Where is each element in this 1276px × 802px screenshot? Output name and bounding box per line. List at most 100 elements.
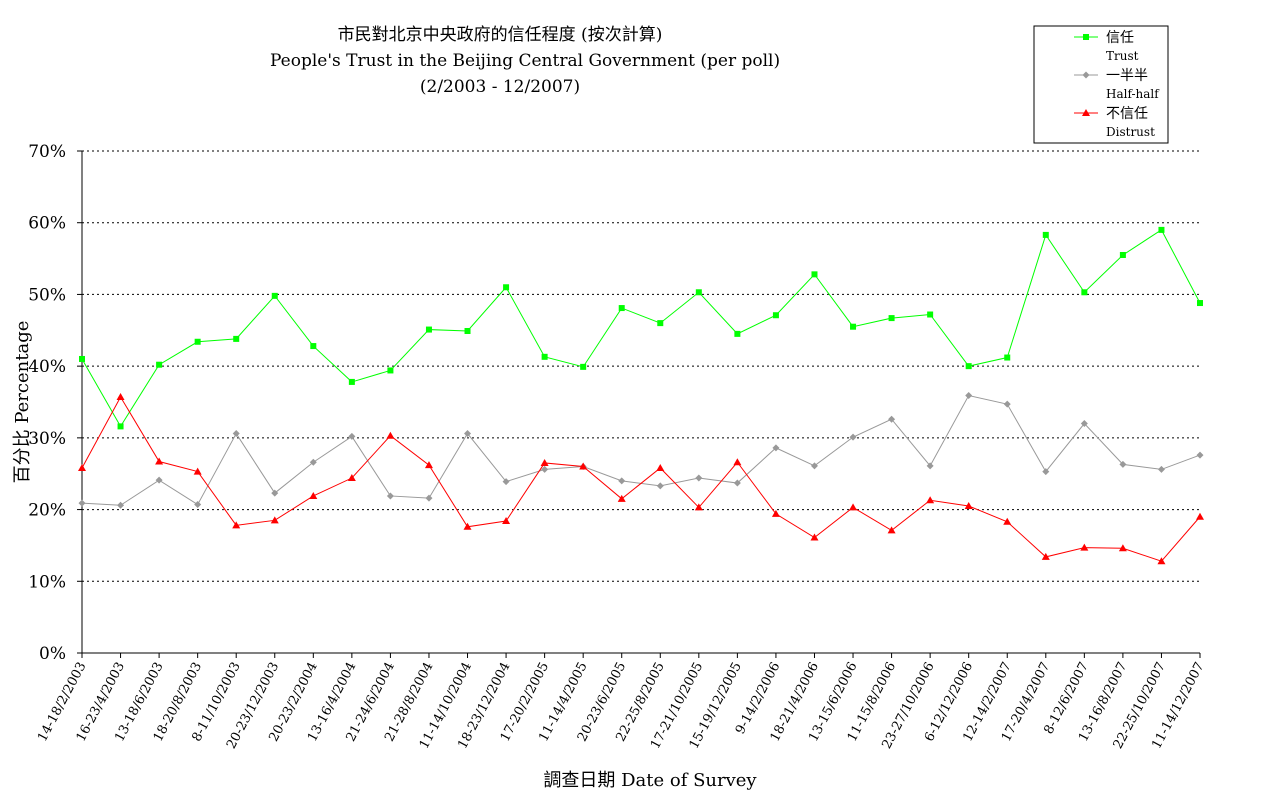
y-tick-label: 10% (28, 572, 66, 592)
y-tick-label: 40% (28, 357, 66, 377)
legend: 信任 Trust 一半半 Half-half 不信任 Distrust (1033, 25, 1169, 144)
data-point (1041, 552, 1050, 560)
data-point (1197, 300, 1203, 307)
data-point (1042, 231, 1049, 238)
data-point (656, 482, 664, 490)
series-line (81, 395, 1201, 562)
data-point (1082, 109, 1090, 116)
data-point (849, 433, 857, 441)
data-point (1003, 400, 1011, 408)
series-layer (78, 226, 1204, 565)
data-point (1119, 460, 1127, 468)
data-point (771, 509, 780, 517)
data-point (694, 503, 703, 511)
data-point (888, 415, 896, 423)
data-point (232, 521, 241, 529)
series-trust (79, 226, 1203, 430)
data-point (810, 533, 819, 541)
data-point (540, 458, 549, 466)
data-point (772, 312, 779, 319)
data-point (309, 458, 317, 466)
data-point (386, 492, 394, 500)
data-point (1083, 34, 1089, 40)
data-point (463, 522, 472, 530)
data-point (117, 501, 125, 509)
data-point (541, 353, 548, 360)
x-tick-labels: 14-18/2/200316-23/4/200313-18/6/200318-2… (35, 660, 1207, 752)
chart-title-block: 市民對北京中央政府的信任程度 (按次計算) People's Trust in … (270, 22, 781, 100)
data-point (78, 499, 86, 507)
data-point (194, 338, 201, 345)
data-point (1196, 512, 1204, 520)
data-point (347, 474, 356, 482)
chart-subtitle: People's Trust in the Beijing Central Go… (270, 51, 781, 71)
chart-period: (2/2003 - 12/2007) (419, 77, 581, 97)
legend-label: 一半半 (1106, 68, 1148, 84)
legend-label: 不信任 (1106, 106, 1148, 122)
data-point (386, 431, 395, 439)
data-point (464, 328, 471, 335)
data-point (425, 494, 433, 502)
data-point (656, 463, 665, 471)
data-point (733, 458, 742, 466)
data-point (1003, 517, 1012, 525)
data-point (503, 284, 510, 291)
data-point (580, 363, 587, 370)
data-point (309, 491, 318, 499)
data-point (464, 430, 472, 438)
data-point (810, 462, 818, 470)
data-point (1080, 543, 1089, 551)
data-point (1196, 451, 1204, 459)
y-axis-label: 百分比 Percentage (12, 321, 33, 484)
x-axis-label: 調查日期 Date of Survey (543, 770, 757, 791)
legend-label-en: Trust (1106, 49, 1139, 63)
data-point (1004, 354, 1011, 361)
series-half-half (78, 392, 1204, 509)
data-point (657, 320, 664, 327)
data-point (965, 392, 973, 400)
data-point (348, 432, 356, 440)
data-point (1082, 71, 1090, 79)
data-point (155, 457, 164, 465)
data-point (310, 343, 317, 350)
data-point (772, 444, 780, 452)
data-point (348, 378, 355, 385)
data-point (1158, 226, 1165, 233)
data-point (618, 477, 626, 485)
data-point (155, 476, 163, 484)
data-point (79, 355, 85, 362)
data-point (926, 496, 935, 504)
data-point (117, 423, 124, 430)
y-tick-label: 0% (39, 644, 66, 664)
series-line (81, 229, 1201, 428)
y-tick-label: 50% (28, 285, 66, 305)
data-point (194, 501, 202, 509)
axes (77, 150, 1201, 658)
y-tick-label: 60% (28, 214, 66, 234)
data-point (811, 271, 818, 278)
data-point (1157, 557, 1166, 565)
y-tick-labels: 0% 10% 20% 30% 40% 50% 60% 70% (28, 142, 66, 664)
data-point (193, 467, 202, 475)
data-point (502, 517, 511, 525)
series-distrust (78, 392, 1204, 565)
data-point (888, 315, 895, 322)
legend-label-en: Distrust (1106, 125, 1155, 139)
data-point (617, 494, 626, 502)
data-point (502, 478, 510, 486)
data-point (964, 501, 973, 509)
data-point (849, 503, 858, 511)
series-line (81, 394, 1201, 506)
data-point (1157, 465, 1165, 473)
data-point (541, 465, 549, 473)
y-tick-label: 30% (28, 429, 66, 449)
legend-label-en: Half-half (1106, 87, 1160, 101)
y-tick-label: 20% (28, 501, 66, 521)
data-point (78, 463, 86, 471)
data-point (965, 363, 972, 370)
chart-title: 市民對北京中央政府的信任程度 (按次計算) (337, 25, 663, 45)
data-point (116, 392, 125, 400)
gridlines (82, 150, 1200, 582)
data-point (926, 462, 934, 470)
